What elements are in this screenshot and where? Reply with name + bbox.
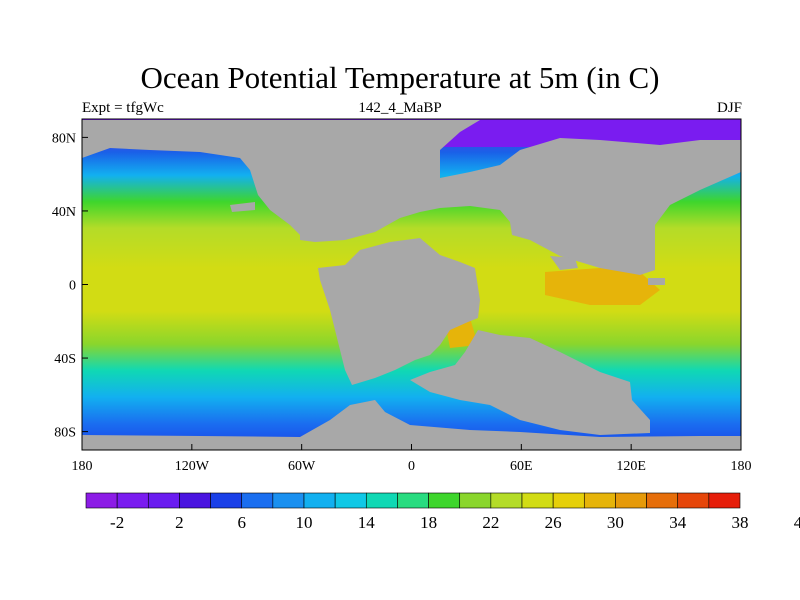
colorbar-box: [272, 492, 305, 509]
colorbar-label: 14: [358, 513, 376, 532]
warm-pool: [545, 268, 660, 305]
colorbar-label: 10: [296, 513, 313, 532]
x-tick-label: 120E: [616, 459, 646, 474]
y-tick-label: 40S: [54, 352, 76, 367]
plot-title: Ocean Potential Temperature at 5m (in C): [140, 60, 660, 95]
x-tick-label: 180: [72, 459, 93, 474]
colorbar-label: 42: [794, 513, 800, 532]
land-africa-south-america: [318, 238, 480, 385]
colorbar-box: [490, 492, 523, 509]
colorbar-box: [552, 492, 585, 509]
land-asia-isthmus: [550, 256, 578, 270]
map-panel: 180 120W 60W 0 60E 120E 180 80N 40N 0 40S 80S: [52, 118, 752, 474]
colorbar-box: [708, 492, 741, 509]
land-east-island: [648, 278, 665, 285]
colorbar-box: [397, 492, 429, 509]
colorbar-label: 22: [482, 513, 499, 532]
x-tick-label: 180: [731, 459, 752, 474]
colorbar-label: 38: [732, 513, 749, 532]
colorbar-box: [85, 492, 118, 509]
colorbar-box: [677, 492, 710, 509]
colorbar-box: [459, 492, 492, 509]
colorbar-label: 2: [175, 513, 184, 532]
colorbar-box: [116, 492, 149, 509]
y-tick-label: 80S: [54, 426, 76, 441]
colorbar-label: 34: [669, 513, 687, 532]
colorbar-box: [241, 492, 274, 509]
x-tick-label: 120W: [175, 459, 210, 474]
x-axis: 180 120W 60W 0 60E 120E 180: [72, 444, 752, 474]
colorbar: -226101418222630343842: [85, 492, 800, 532]
colorbar-box: [303, 492, 336, 509]
landmasses: [82, 120, 741, 450]
y-axis: 80N 40N 0 40S 80S: [52, 131, 88, 441]
y-tick-label: 0: [69, 279, 76, 294]
x-tick-label: 60E: [510, 459, 533, 474]
land-antarctica: [82, 400, 741, 450]
x-tick-label: 0: [408, 459, 415, 474]
colorbar-box: [428, 492, 461, 509]
colorbar-label: 18: [420, 513, 437, 532]
land-eurasia-north: [300, 120, 741, 275]
experiment-label: Expt = tfgWc: [82, 100, 164, 116]
colorbar-box: [334, 492, 367, 509]
colorbar-box: [583, 492, 616, 509]
colorbar-box: [365, 492, 398, 509]
colorbar-label: 30: [607, 513, 624, 532]
colorbar-box: [179, 492, 211, 509]
colorbar-box: [147, 492, 180, 509]
land-north-america: [82, 120, 300, 235]
x-tick-label: 60W: [288, 459, 316, 474]
land-australia: [410, 330, 650, 435]
colorbar-box: [615, 492, 647, 509]
colorbar-label: 26: [545, 513, 562, 532]
y-tick-label: 40N: [52, 205, 76, 220]
colorbar-box: [646, 492, 679, 509]
period-label: 142_4_MaBP: [358, 100, 442, 116]
colorbar-box: [210, 492, 243, 509]
y-tick-label: 80N: [52, 131, 76, 146]
colorbar-box: [521, 492, 554, 509]
season-label: DJF: [716, 100, 742, 116]
colorbar-label: -2: [110, 513, 124, 532]
land-north-patch: [230, 202, 255, 212]
colorbar-label: 6: [237, 513, 246, 532]
